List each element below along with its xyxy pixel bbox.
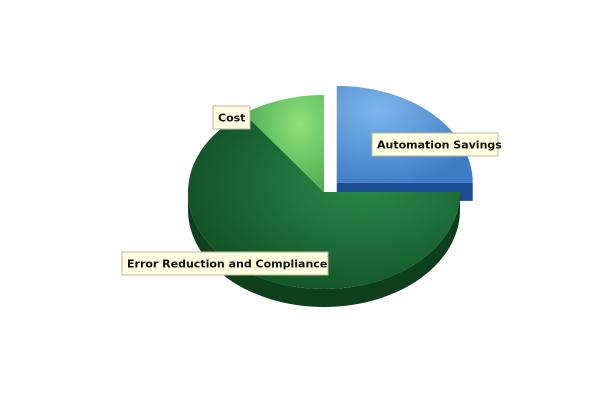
pie-slice-cost[interactable] (244, 95, 324, 192)
slice-label-text: Error Reduction and Compliance (127, 258, 327, 271)
slice-label-cost: Cost (212, 105, 251, 130)
slice-label-error-reduction-and-compliance: Error Reduction and Compliance (121, 251, 329, 276)
pie-slice-error-reduction-and-compliance[interactable] (188, 113, 461, 289)
slice-label-automation-savings: Automation Savings (371, 132, 502, 157)
pie-side-error-reduction-and-compliance (188, 192, 460, 307)
slice-label-box (121, 251, 329, 276)
slice-label-text: Cost (218, 112, 245, 125)
slice-label-box (212, 105, 251, 130)
slice-label-text: Automation Savings (377, 139, 502, 152)
slice-label-box (371, 132, 499, 157)
